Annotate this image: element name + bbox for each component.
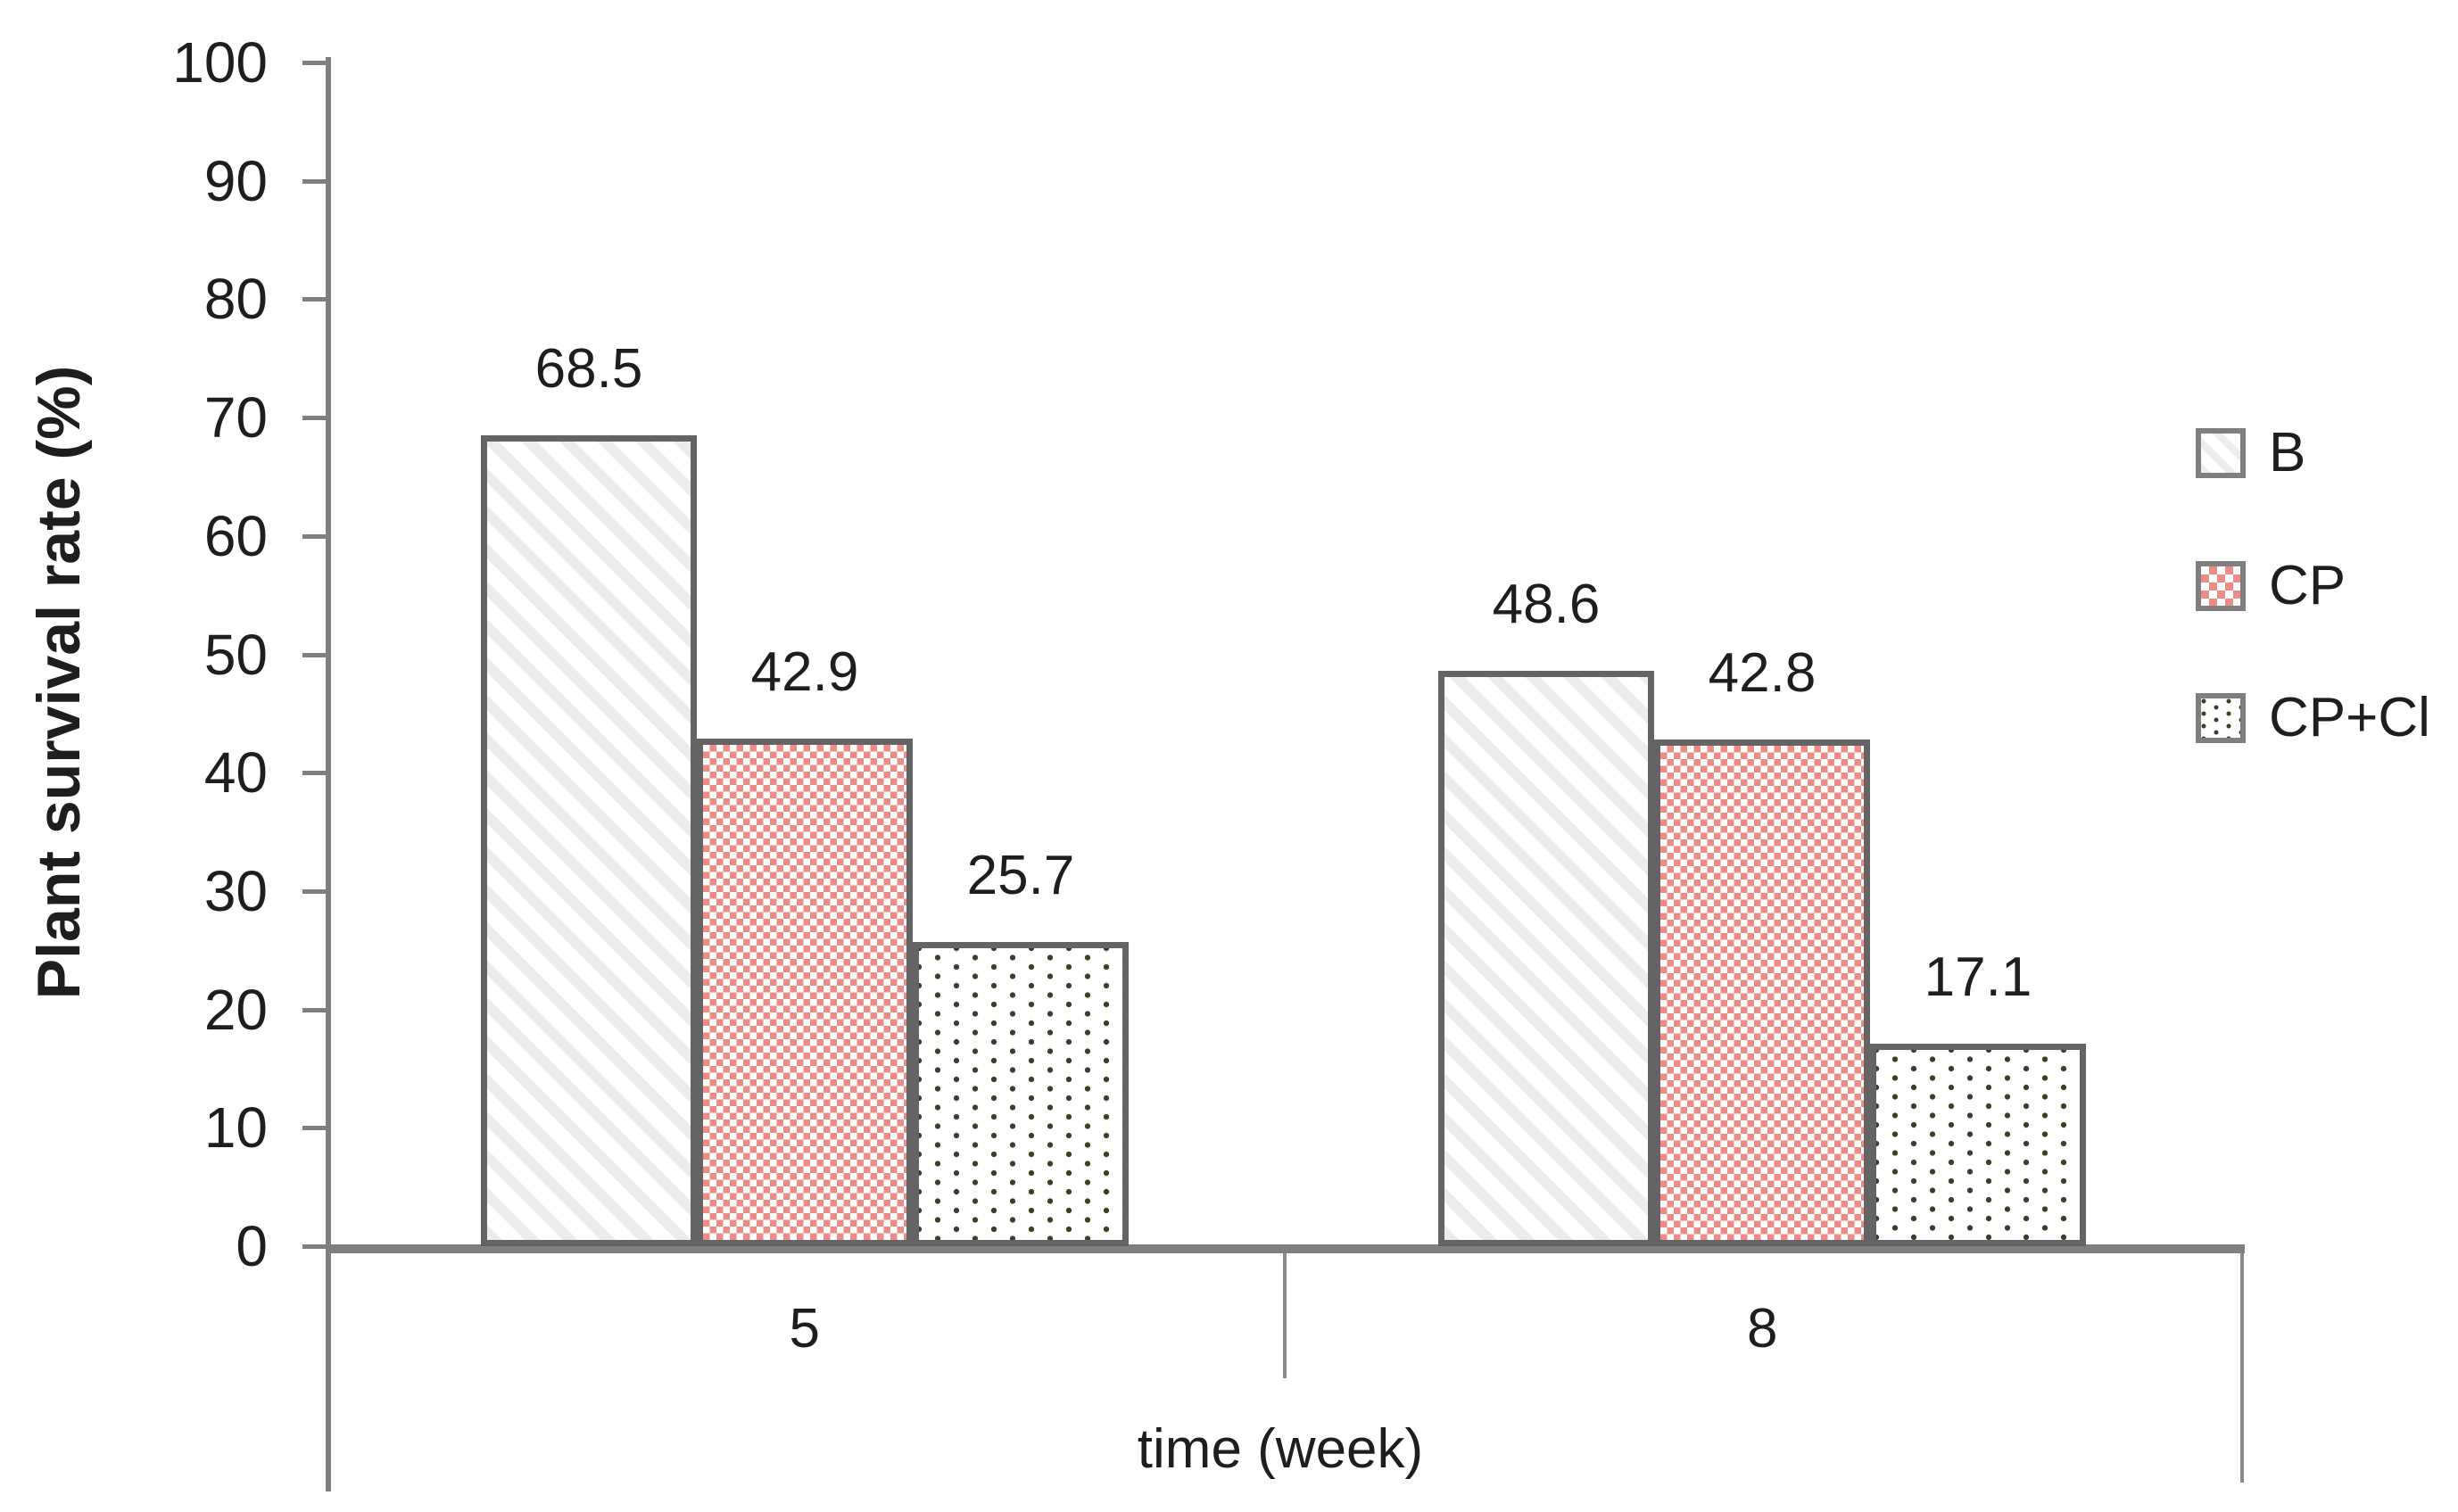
bar-cp-cl-week-5 <box>913 942 1129 1246</box>
y-tick-label-70: 70 <box>203 385 268 450</box>
x-category-label-5: 5 <box>789 1298 820 1359</box>
value-label-cp-week-5: 42.9 <box>750 641 859 703</box>
x-axis-line <box>326 1244 2245 1253</box>
y-axis-line <box>326 57 331 1491</box>
legend-swatch-cp <box>2196 560 2246 611</box>
bar-b-week-5 <box>481 435 697 1246</box>
y-tick-mark-40 <box>302 771 326 776</box>
y-tick-mark-50 <box>302 652 326 657</box>
y-tick-label-100: 100 <box>172 30 268 95</box>
value-label-cp-week-8: 42.8 <box>1708 642 1817 704</box>
legend-item-cp-cl: CP+Cl <box>2196 687 2430 748</box>
y-tick-label-10: 10 <box>203 1095 268 1161</box>
y-tick-mark-10 <box>302 1126 326 1131</box>
y-tick-mark-30 <box>302 888 326 894</box>
y-tick-label-80: 80 <box>203 267 268 332</box>
x-axis-title: time (week) <box>1137 1418 1424 1480</box>
legend-swatch-cp-cl <box>2196 693 2246 743</box>
legend-label-b: B <box>2269 422 2306 483</box>
legend-item-cp: CP <box>2196 554 2346 616</box>
y-tick-mark-60 <box>302 533 326 539</box>
bar-cp-week-5 <box>697 739 913 1246</box>
y-tick-label-20: 20 <box>203 977 268 1042</box>
y-tick-mark-100 <box>302 61 326 65</box>
y-tick-mark-0 <box>302 1244 326 1249</box>
bar-b-week-8 <box>1438 671 1654 1246</box>
y-tick-mark-90 <box>302 178 326 184</box>
category-separator <box>1283 1253 1287 1378</box>
y-tick-label-50: 50 <box>203 622 268 687</box>
y-tick-mark-70 <box>302 416 326 421</box>
y-tick-label-90: 90 <box>203 148 268 213</box>
bar-cp-week-8 <box>1654 739 1870 1246</box>
x-category-label-8: 8 <box>1747 1298 1778 1359</box>
legend-swatch-b <box>2196 428 2246 478</box>
y-tick-mark-20 <box>302 1007 326 1012</box>
y-tick-label-40: 40 <box>203 740 268 806</box>
value-label-b-week-5: 68.5 <box>534 338 643 400</box>
legend-label-cp: CP <box>2269 554 2346 616</box>
value-label-cp-cl-week-5: 25.7 <box>966 845 1075 906</box>
y-tick-label-30: 30 <box>203 858 268 923</box>
y-tick-mark-80 <box>302 297 326 302</box>
bar-cp-cl-week-8 <box>1870 1044 2086 1246</box>
legend-item-b: B <box>2196 422 2306 483</box>
plot-right-boundary <box>2240 1253 2244 1483</box>
value-label-cp-cl-week-8: 17.1 <box>1924 946 2032 1008</box>
y-tick-label-0: 0 <box>236 1214 268 1278</box>
value-label-b-week-8: 48.6 <box>1492 574 1601 635</box>
y-tick-label-60: 60 <box>203 503 268 568</box>
legend-label-cp-cl: CP+Cl <box>2269 687 2430 748</box>
